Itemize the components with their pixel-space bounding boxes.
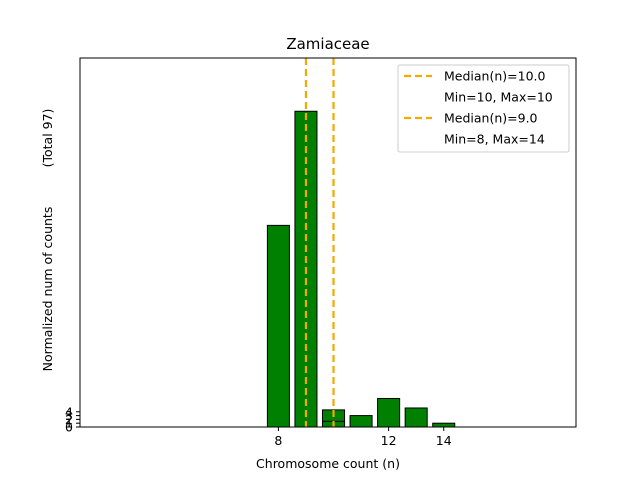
y-tick-label-3: 3: [65, 408, 73, 423]
y-axis-total-label: (Total 97): [40, 109, 55, 168]
median-lines-group: [304, 58, 335, 427]
bar-12: [377, 397, 401, 428]
x-tick-label-8: 8: [274, 433, 282, 448]
y-axis-label: Normalized num of counts: [40, 207, 55, 372]
legend-label-0: Median(n)=10.0: [444, 69, 545, 84]
y-tick-label-0: 0: [65, 420, 73, 435]
plot-frame: [79, 57, 577, 428]
y-tick-label-4: 4: [65, 404, 73, 419]
x-axis-ticks: 8 12 14: [274, 427, 452, 448]
legend-label-1: Median(n)=9.0: [444, 111, 538, 126]
x-tick-label-14: 14: [436, 433, 452, 448]
bar-11: [349, 415, 373, 428]
chart-title: Zamiaceae: [286, 35, 369, 53]
legend: Median(n)=10.0 Min=10, Max=10 Median(n)=9.…: [397, 64, 570, 153]
bar-8: [266, 224, 290, 428]
y-tick-label-1: 1: [65, 416, 73, 431]
legend-sublabel-1: Min=8, Max=14: [444, 132, 545, 147]
x-axis-label: Chromosome count (n): [256, 456, 400, 471]
bar-13: [404, 407, 428, 428]
legend-box: [397, 64, 570, 153]
bar-14: [432, 422, 456, 428]
x-tick-label-12: 12: [381, 433, 397, 448]
y-tick-label-2: 2: [65, 412, 73, 427]
legend-sublabel-0: Min=10, Max=10: [444, 90, 553, 105]
